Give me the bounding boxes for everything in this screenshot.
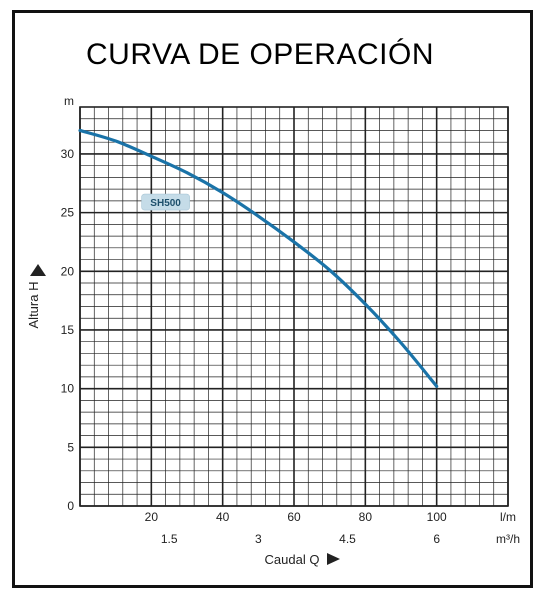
y-tick-label: 25 <box>61 206 75 220</box>
y-tick-label: 5 <box>67 440 74 454</box>
y-axis-arrow-icon <box>30 264 46 276</box>
x-secondary-tick-labels: 1.5 3 4.5 6 <box>161 532 440 546</box>
y-unit-label: m <box>64 94 74 108</box>
series-label-badge <box>141 193 190 211</box>
x-tick-label: 60 <box>287 510 301 524</box>
x-secondary-tick-label: 4.5 <box>339 532 356 546</box>
x-axis-arrow-icon <box>327 553 340 565</box>
x-axis-title-group: Caudal Q <box>265 552 340 567</box>
y-tick-label: 10 <box>61 382 75 396</box>
x-secondary-unit-label: m³/h <box>496 532 520 546</box>
x-tick-labels: 20 40 60 80 100 <box>145 510 447 524</box>
y-axis-title-group: Altura H <box>26 264 46 328</box>
x-tick-label: 80 <box>359 510 373 524</box>
x-axis-title: Caudal Q <box>265 552 320 567</box>
y-tick-labels: 0 5 10 15 20 25 30 <box>61 147 75 513</box>
x-unit-label: l/m <box>500 510 516 524</box>
x-tick-label: 20 <box>145 510 159 524</box>
x-tick-label: 100 <box>427 510 447 524</box>
series-line-sh500 <box>78 128 439 388</box>
series-label-text: SH500 <box>150 198 181 209</box>
chart-title: CURVA DE OPERACIÓN <box>86 38 434 71</box>
x-secondary-tick-label: 6 <box>433 532 440 546</box>
y-tick-label: 0 <box>67 499 74 513</box>
plot-border <box>79 106 509 507</box>
x-secondary-tick-label: 1.5 <box>161 532 178 546</box>
x-secondary-tick-label: 3 <box>255 532 262 546</box>
y-axis-title: Altura H <box>26 282 41 329</box>
y-tick-label: 15 <box>61 323 75 337</box>
y-tick-label: 20 <box>61 264 75 278</box>
grid <box>79 106 509 507</box>
y-tick-label: 30 <box>61 147 75 161</box>
x-tick-label: 40 <box>216 510 230 524</box>
series-group: SH500 <box>78 128 439 388</box>
